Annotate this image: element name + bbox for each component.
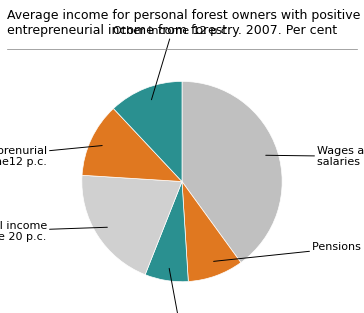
Text: Entrepreneurial income
agriculture 20 p.c.: Entrepreneurial income agriculture 20 p.… bbox=[0, 221, 107, 243]
Text: Wages and
salaries 40 p.c.: Wages and salaries 40 p.c. bbox=[266, 146, 364, 167]
Wedge shape bbox=[114, 81, 182, 182]
Text: Other entreprenurial
income12 p.c.: Other entreprenurial income12 p.c. bbox=[0, 146, 102, 167]
Text: Average income for personal forest owners with positive
entrepreneurial income f: Average income for personal forest owner… bbox=[7, 9, 361, 37]
Wedge shape bbox=[145, 182, 188, 282]
Wedge shape bbox=[82, 175, 182, 275]
Text: Other income 12 p.c.: Other income 12 p.c. bbox=[113, 26, 231, 100]
Wedge shape bbox=[182, 81, 282, 263]
Text: Entrepreneurial income
forestry 7 p.c.: Entrepreneurial income forestry 7 p.c. bbox=[116, 268, 248, 313]
Text: Pensions 9 p.c.: Pensions 9 p.c. bbox=[214, 242, 364, 261]
Wedge shape bbox=[82, 109, 182, 182]
Wedge shape bbox=[182, 182, 241, 281]
